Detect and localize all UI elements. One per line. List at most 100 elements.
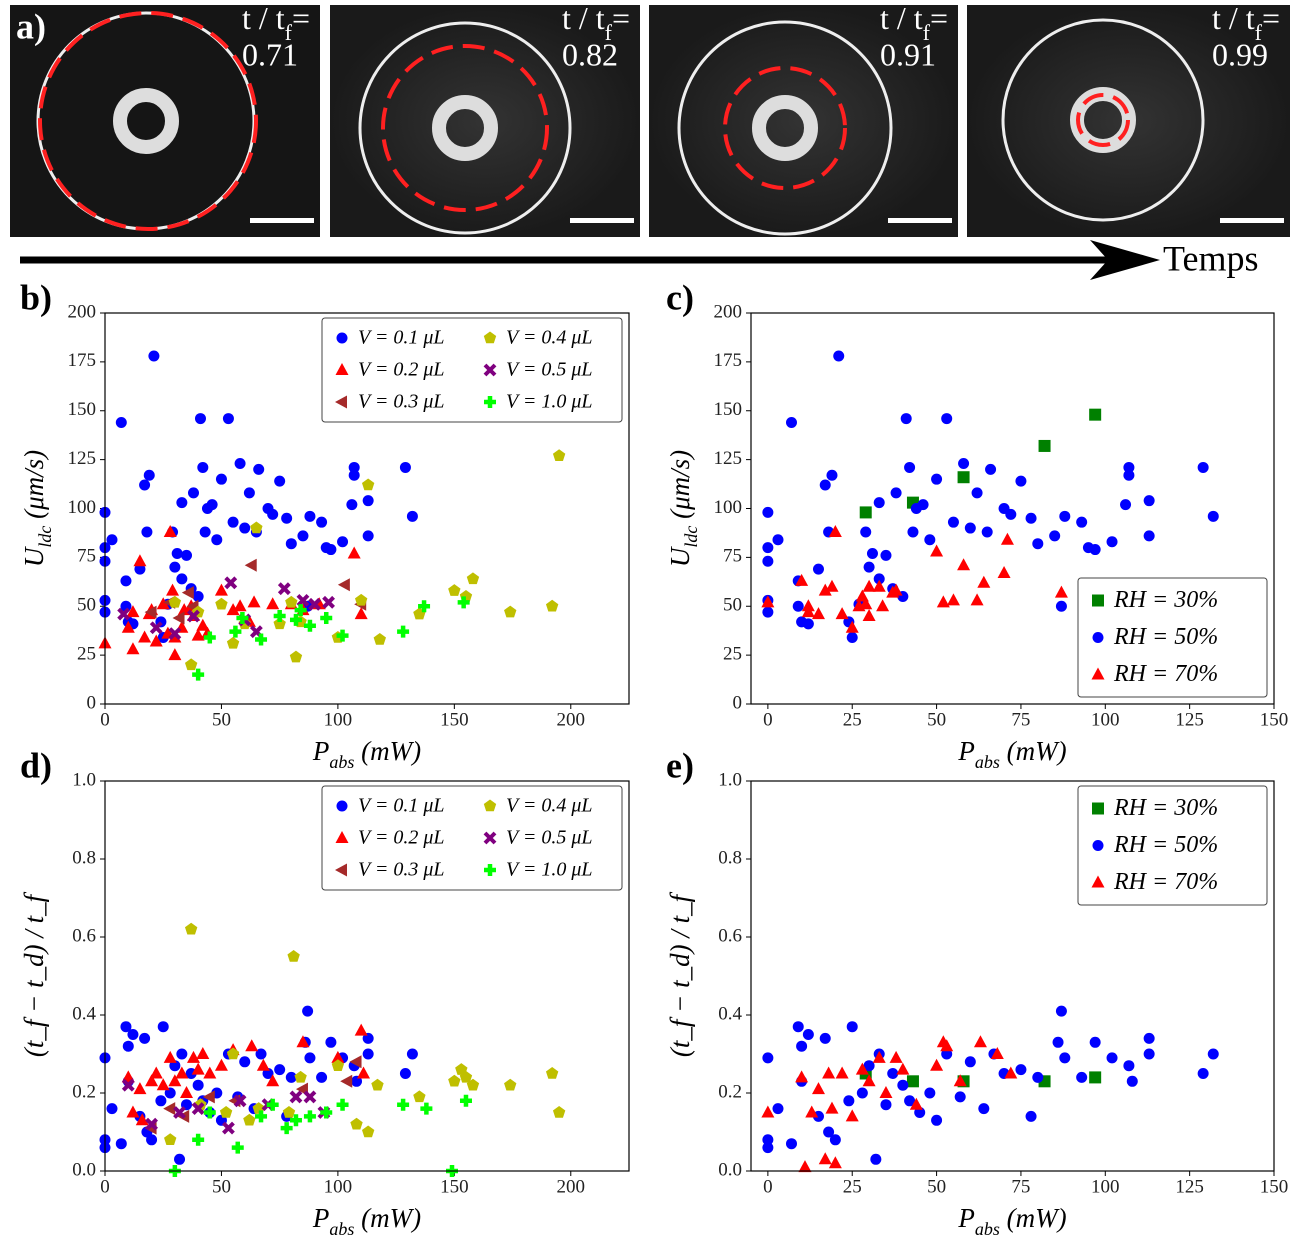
point: [214, 1058, 228, 1071]
point: [1049, 530, 1061, 542]
point: [144, 605, 157, 619]
point: [1089, 408, 1102, 421]
point: [904, 1095, 916, 1107]
point: [168, 1074, 182, 1087]
y-tick-label: 0.4: [72, 1003, 96, 1024]
point: [361, 1125, 375, 1138]
legend-marker: [1092, 840, 1104, 851]
point: [133, 1082, 147, 1095]
label-main: P: [957, 736, 975, 766]
point: [168, 595, 182, 608]
point: [166, 583, 180, 596]
point: [914, 1107, 926, 1118]
point: [215, 473, 227, 485]
point: [833, 350, 845, 362]
point: [331, 1050, 345, 1063]
legend-label: V = 0.1 μL: [358, 327, 445, 349]
point: [1089, 1071, 1102, 1084]
point: [904, 461, 916, 473]
point: [184, 922, 198, 935]
point: [819, 1032, 831, 1044]
point: [1038, 439, 1051, 452]
scale-bar: [250, 218, 314, 223]
y-tick-label: 100: [714, 497, 743, 518]
x-tick-label: 150: [1260, 1176, 1289, 1197]
point: [825, 1101, 839, 1114]
point: [1004, 1066, 1018, 1079]
point: [297, 530, 309, 542]
point: [545, 1067, 559, 1079]
point: [303, 1090, 317, 1104]
point: [413, 1090, 426, 1103]
point: [126, 1105, 140, 1118]
point: [145, 1074, 159, 1087]
point: [466, 572, 480, 585]
label-rest: (μm/s): [665, 450, 695, 526]
point: [289, 1114, 302, 1127]
point: [762, 1052, 774, 1064]
point: [1126, 1075, 1138, 1087]
point: [285, 1071, 297, 1083]
point: [203, 1066, 217, 1079]
point: [138, 630, 152, 643]
point: [308, 597, 322, 611]
ratio-value: 0.91: [880, 36, 936, 72]
point: [227, 516, 239, 528]
point: [164, 1133, 177, 1146]
point: [420, 1102, 433, 1115]
legend-label: V = 1.0 μL: [506, 859, 593, 881]
point: [397, 1098, 410, 1111]
point: [792, 1021, 804, 1033]
y-tick-label: 0.6: [72, 925, 96, 946]
point: [930, 544, 944, 557]
y-tick-label: 0.0: [718, 1159, 742, 1180]
arrow-label: Temps: [1163, 238, 1258, 278]
scale-bar: [1220, 218, 1284, 223]
point: [947, 516, 959, 528]
legend-label: V = 0.1 μL: [358, 795, 445, 817]
x-tick-label: 25: [843, 709, 862, 730]
point: [997, 566, 1011, 579]
point: [120, 600, 132, 612]
point: [203, 1106, 216, 1119]
point: [906, 1075, 919, 1088]
y-tick-label: 0.6: [718, 925, 742, 946]
legend-label: V = 0.3 μL: [358, 391, 445, 413]
label-sub: abs: [329, 1219, 354, 1238]
point: [192, 1133, 205, 1146]
y-tick-label: 0.2: [718, 1081, 742, 1102]
point: [1207, 1048, 1219, 1060]
point: [970, 593, 984, 606]
axis-label: Uldc (μm/s): [665, 450, 701, 567]
point: [455, 1063, 468, 1075]
point: [941, 1048, 953, 1060]
scale-bar: [888, 218, 952, 223]
label-main: P: [312, 1203, 330, 1233]
dashed-ring: [381, 44, 549, 212]
point: [289, 613, 302, 626]
point: [139, 1032, 151, 1044]
point: [448, 1074, 461, 1087]
point: [872, 579, 886, 592]
point: [156, 1078, 170, 1091]
time-arrow-head: [1090, 240, 1160, 280]
point: [828, 1156, 842, 1169]
point: [354, 1023, 368, 1036]
label-rest: (mW): [1000, 1203, 1067, 1233]
ratio-label: t / tf=: [1212, 0, 1280, 44]
point: [320, 611, 333, 624]
point: [889, 583, 903, 596]
point: [226, 636, 240, 649]
point: [351, 1075, 363, 1087]
x-tick-label: 100: [324, 1176, 353, 1197]
legend-marker: [335, 363, 349, 375]
point: [792, 600, 804, 612]
point: [106, 534, 118, 546]
point: [762, 606, 774, 618]
x-tick-label: 125: [1175, 709, 1204, 730]
point: [184, 658, 198, 671]
point: [362, 495, 374, 507]
scale-bar: [570, 218, 634, 223]
point: [316, 516, 328, 528]
